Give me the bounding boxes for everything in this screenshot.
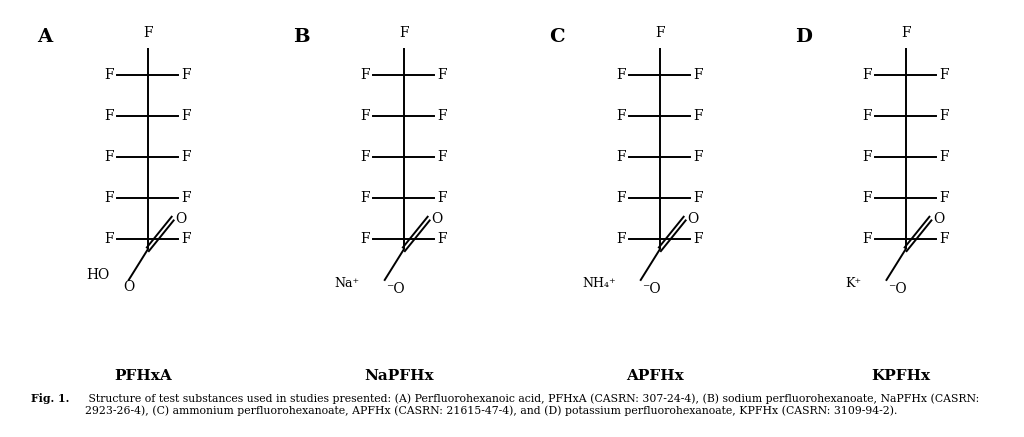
Text: Fig. 1.: Fig. 1. bbox=[31, 393, 69, 404]
Text: F: F bbox=[939, 69, 949, 83]
Text: F: F bbox=[104, 150, 114, 164]
Text: ⁻O: ⁻O bbox=[642, 281, 660, 296]
Text: ⁻O: ⁻O bbox=[888, 281, 906, 296]
Text: F: F bbox=[143, 26, 153, 40]
Text: K⁺: K⁺ bbox=[846, 277, 862, 290]
Text: F: F bbox=[181, 232, 191, 246]
Text: F: F bbox=[939, 232, 949, 246]
Text: Na⁺: Na⁺ bbox=[335, 277, 360, 290]
Text: F: F bbox=[616, 69, 626, 83]
Text: D: D bbox=[796, 28, 812, 46]
Text: F: F bbox=[437, 150, 447, 164]
Text: HO: HO bbox=[86, 268, 110, 282]
Text: F: F bbox=[181, 191, 191, 205]
Text: F: F bbox=[181, 109, 191, 123]
Text: APFHx: APFHx bbox=[627, 369, 684, 383]
Text: B: B bbox=[294, 28, 310, 46]
Text: F: F bbox=[360, 232, 370, 246]
Text: F: F bbox=[181, 150, 191, 164]
Text: O: O bbox=[123, 280, 134, 294]
Text: F: F bbox=[693, 109, 703, 123]
Text: C: C bbox=[550, 28, 565, 46]
Text: F: F bbox=[862, 150, 871, 164]
Text: ⁻O: ⁻O bbox=[386, 281, 404, 296]
Text: O: O bbox=[687, 212, 698, 225]
Text: F: F bbox=[939, 109, 949, 123]
Text: F: F bbox=[181, 69, 191, 83]
Text: F: F bbox=[693, 232, 703, 246]
Text: F: F bbox=[104, 232, 114, 246]
Text: F: F bbox=[360, 150, 370, 164]
Text: F: F bbox=[693, 191, 703, 205]
Text: F: F bbox=[437, 109, 447, 123]
Text: F: F bbox=[616, 150, 626, 164]
Text: F: F bbox=[655, 26, 665, 40]
Text: NaPFHx: NaPFHx bbox=[365, 369, 434, 383]
Text: F: F bbox=[399, 26, 409, 40]
Text: F: F bbox=[862, 232, 871, 246]
Text: F: F bbox=[939, 150, 949, 164]
Text: F: F bbox=[437, 191, 447, 205]
Text: Structure of test substances used in studies presented: (A) Perfluorohexanoic ac: Structure of test substances used in stu… bbox=[85, 393, 979, 416]
Text: F: F bbox=[616, 232, 626, 246]
Text: A: A bbox=[38, 28, 52, 46]
Text: F: F bbox=[901, 26, 910, 40]
Text: F: F bbox=[616, 191, 626, 205]
Text: F: F bbox=[862, 191, 871, 205]
Text: F: F bbox=[693, 69, 703, 83]
Text: F: F bbox=[360, 69, 370, 83]
Text: O: O bbox=[431, 212, 442, 225]
Text: F: F bbox=[360, 191, 370, 205]
Text: NH₄⁺: NH₄⁺ bbox=[583, 277, 616, 290]
Text: F: F bbox=[693, 150, 703, 164]
Text: O: O bbox=[933, 212, 944, 225]
Text: O: O bbox=[175, 212, 186, 225]
Text: F: F bbox=[104, 191, 114, 205]
Text: F: F bbox=[862, 69, 871, 83]
Text: F: F bbox=[104, 69, 114, 83]
Text: F: F bbox=[616, 109, 626, 123]
Text: F: F bbox=[104, 109, 114, 123]
Text: KPFHx: KPFHx bbox=[871, 369, 931, 383]
Text: F: F bbox=[437, 69, 447, 83]
Text: F: F bbox=[939, 191, 949, 205]
Text: F: F bbox=[437, 232, 447, 246]
Text: F: F bbox=[862, 109, 871, 123]
Text: F: F bbox=[360, 109, 370, 123]
Text: PFHxA: PFHxA bbox=[115, 369, 172, 383]
